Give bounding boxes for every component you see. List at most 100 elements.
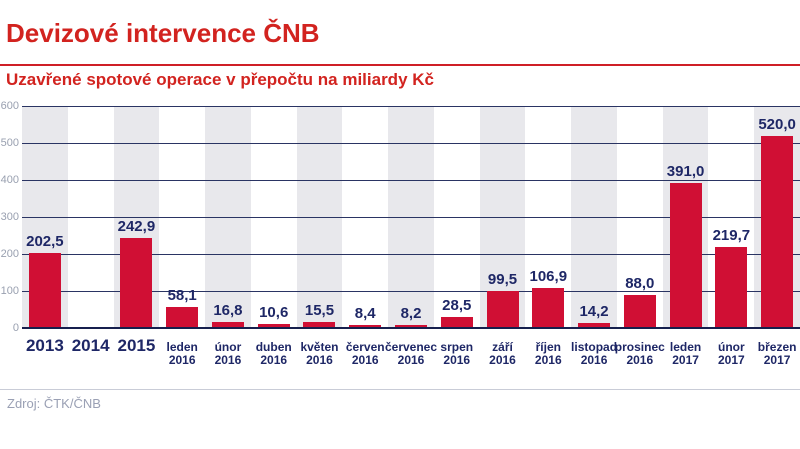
page-title: Devizové intervence ČNB	[6, 18, 320, 48]
x-axis-label-line2: 2016	[580, 353, 608, 367]
y-axis-tick-label: 500	[0, 137, 19, 149]
x-axis-label-line1: květen	[300, 340, 339, 354]
bar-value-label: 88,0	[625, 275, 655, 293]
bar-value-label: 28,5	[442, 297, 472, 315]
x-axis-label-line2: 2016	[489, 353, 516, 367]
plot-area: 202,5 242,9 58,1 16,8 10,6 15,5 8,4 8,2 28,5 99,5…	[22, 106, 800, 329]
x-axis-label-line2: 2017	[763, 353, 791, 367]
x-axis-label: únor 2017	[686, 341, 776, 367]
bar-value-label: 391,0	[666, 163, 705, 181]
x-axis-label: prosinec 2016	[595, 341, 685, 367]
y-axis-tick-label: 0	[12, 322, 19, 334]
gridline	[22, 180, 800, 181]
chart-bar	[440, 317, 473, 328]
bar-value-label: 99,5	[487, 271, 518, 289]
y-axis-tick-label: 100	[0, 285, 19, 297]
chart-bar	[120, 238, 153, 328]
x-axis-label-line2: 2016	[306, 353, 333, 367]
gridline	[22, 291, 800, 292]
x-axis-label-line2: 2016	[168, 353, 196, 367]
x-axis-label-line1: březen	[757, 340, 797, 354]
chart-subtitle: Uzavřené spotové operace v přepočtu na m…	[6, 70, 434, 89]
x-axis-label: říjen 2016	[503, 341, 593, 367]
x-axis-label-line1: duben	[255, 340, 292, 354]
chart-bar	[532, 288, 565, 328]
gridline	[22, 106, 800, 107]
x-axis-label-line1: 2015	[117, 336, 156, 355]
chart-bar	[211, 321, 244, 328]
x-axis-label: leden 2016	[137, 341, 227, 367]
x-axis-label-line2: 2016	[260, 353, 288, 367]
x-axis-label-line1: říjen	[535, 340, 561, 354]
x-axis-label: září 2016	[458, 341, 548, 367]
bar-value-label: 58,1	[167, 286, 197, 304]
x-axis-label-line2: 2016	[397, 353, 425, 367]
x-axis-label-line1: prosinec	[614, 340, 665, 354]
chart-bar	[486, 291, 519, 328]
footer-divider-rule	[0, 389, 800, 390]
bar-value-label: 8,2	[400, 304, 422, 322]
x-axis-label: 2015	[91, 336, 181, 355]
bar-value-label: 106,9	[529, 268, 568, 286]
bar-value-label: 8,4	[354, 304, 376, 322]
x-axis-label-line2: 2016	[351, 353, 379, 367]
x-axis-label: duben 2016	[229, 341, 319, 367]
bar-value-label: 202,5	[26, 233, 64, 251]
chart-bar	[623, 295, 656, 328]
bar-value-label: 14,2	[579, 302, 609, 320]
chart-bar	[166, 306, 199, 328]
x-axis-label-line1: únor	[214, 340, 242, 354]
x-axis-label-line1: 2014	[71, 336, 110, 355]
x-axis-label: srpen 2016	[412, 341, 502, 367]
gridline	[22, 254, 800, 255]
y-axis-tick-label: 600	[0, 100, 19, 112]
x-axis-label: 2014	[46, 336, 136, 355]
x-axis-label-line1: září	[492, 340, 513, 354]
title-divider-rule	[0, 64, 800, 66]
x-axis-label-line2: 2017	[672, 353, 699, 367]
chart-bar	[761, 135, 794, 328]
gridline	[22, 143, 800, 144]
x-axis-label: květen 2016	[274, 341, 364, 367]
x-axis-label-line1: červenec	[384, 340, 438, 354]
x-axis-label-line1: červen	[345, 340, 385, 354]
bar-value-label: 10,6	[259, 304, 289, 322]
x-axis-label-line1: leden	[166, 340, 198, 354]
x-axis-label: 2013	[0, 336, 90, 355]
chart-bar	[669, 183, 702, 328]
chart-bar	[395, 324, 427, 328]
bar-value-label: 242,9	[117, 218, 156, 236]
gridline	[22, 217, 800, 218]
x-axis-label-line1: leden	[669, 340, 702, 354]
bar-value-label: 520,0	[758, 115, 796, 133]
x-axis-label: listopad 2016	[549, 341, 639, 367]
x-axis-label-line2: 2016	[626, 353, 654, 367]
x-axis-label: leden 2017	[641, 341, 731, 367]
x-axis-label-line1: únor	[718, 340, 745, 354]
x-axis-label-line1: listopad	[571, 340, 618, 354]
bar-value-label: 219,7	[712, 226, 751, 244]
chart-bar	[303, 322, 336, 328]
y-axis-tick-label: 300	[0, 211, 19, 223]
bar-value-label: 16,8	[213, 301, 243, 319]
x-axis-label: březen 2017	[732, 341, 800, 367]
chart-bar	[257, 324, 290, 328]
x-axis-baseline	[22, 327, 800, 329]
x-axis-label: únor 2016	[183, 341, 273, 367]
x-axis-label-line2: 2016	[443, 353, 471, 367]
x-axis-label: červenec 2016	[366, 341, 456, 367]
x-axis-label-line1: srpen	[440, 340, 474, 354]
y-axis-tick-label: 400	[0, 174, 19, 186]
chart-bar	[715, 246, 748, 328]
x-axis-label-line1: 2013	[25, 336, 64, 355]
chart-bar	[349, 324, 382, 328]
chart-bar	[578, 322, 611, 328]
source-credit: Zdroj: ČTK/ČNB	[7, 396, 101, 411]
y-axis-tick-label: 200	[0, 248, 19, 260]
x-axis-label: červen 2016	[320, 341, 410, 367]
bar-value-label: 15,5	[304, 302, 335, 320]
x-axis-label-line2: 2016	[214, 353, 242, 367]
x-axis-label-line2: 2016	[534, 353, 562, 367]
x-axis-label-line2: 2017	[717, 353, 745, 367]
chart-bar	[28, 253, 61, 328]
